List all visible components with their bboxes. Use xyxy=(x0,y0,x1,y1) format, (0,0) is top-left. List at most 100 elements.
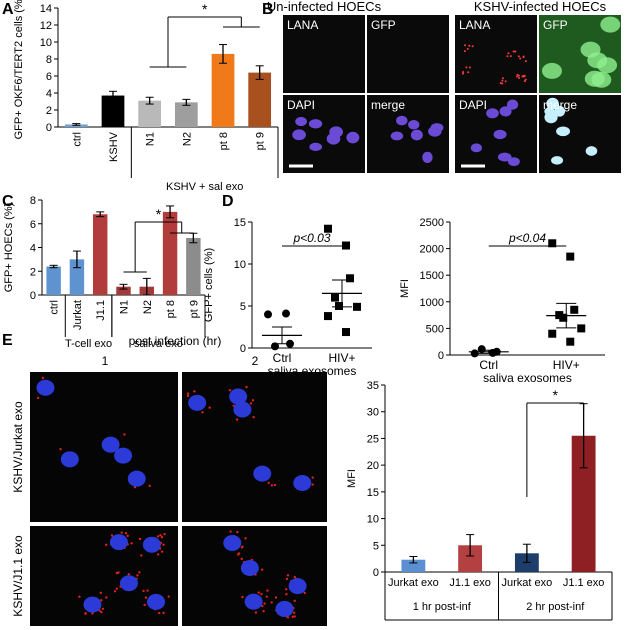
x-tick-label: Ctrl xyxy=(273,351,292,365)
nucleus xyxy=(109,534,128,551)
exosome-dot xyxy=(100,610,103,614)
lana-dot xyxy=(468,44,471,47)
panel-label: C xyxy=(2,193,14,210)
y-tick-label: 14 xyxy=(40,3,52,15)
x-tick-label: Jurkat xyxy=(72,300,84,330)
exosome-dot xyxy=(260,568,264,571)
lana-dot xyxy=(501,82,504,85)
micrograph xyxy=(283,15,365,93)
y-tick-label: 4 xyxy=(46,88,52,100)
exosome-dot xyxy=(117,571,120,574)
exosome-dot xyxy=(293,575,296,579)
nucleus xyxy=(308,119,323,129)
exosome-dot xyxy=(273,483,277,487)
exosome-dot xyxy=(160,550,164,553)
data-point xyxy=(324,312,332,321)
exosome-dot xyxy=(84,612,87,615)
exosome-dot xyxy=(138,571,141,574)
y-tick-label: 500 xyxy=(426,323,444,335)
channel-label: DAPI xyxy=(459,98,487,112)
exosome-dot xyxy=(311,476,314,479)
panel-label: D xyxy=(222,193,234,210)
lana-dot xyxy=(523,74,526,77)
nucleus xyxy=(430,123,444,133)
exosome-dot xyxy=(127,572,131,576)
lana-dot xyxy=(524,60,527,63)
y-axis-label: GFP+ HOECs (%) xyxy=(3,203,15,293)
nucleus xyxy=(326,132,341,145)
exosome-dot xyxy=(286,574,290,577)
y-tick-label: 2000 xyxy=(420,244,444,256)
y-axis-label: MFI xyxy=(346,469,358,488)
x-axis-label: saliva exosomes xyxy=(268,364,357,378)
exosome-dot xyxy=(124,531,128,535)
exosome-dot xyxy=(157,553,160,556)
exosome-dot xyxy=(98,609,101,612)
exosome-dot xyxy=(123,433,126,436)
exosome-dot xyxy=(113,590,117,593)
exosome-dot xyxy=(260,592,263,596)
group-label: saliva exo xyxy=(134,338,183,350)
y-tick-label: 30 xyxy=(367,407,379,419)
column-label: 1 xyxy=(102,354,109,368)
nucleus xyxy=(544,111,558,124)
bar xyxy=(116,286,131,295)
exosome-dot xyxy=(99,591,102,595)
exosome-dot xyxy=(244,537,247,540)
row-label: KSHV/J1.1 exo xyxy=(11,535,25,617)
micrograph xyxy=(182,526,327,626)
exosome-dot xyxy=(240,557,243,561)
nucleus xyxy=(288,578,307,595)
exosome-dot xyxy=(142,589,145,593)
nucleus xyxy=(147,593,166,610)
nucleus xyxy=(83,596,102,613)
channel-label: merge xyxy=(371,98,405,112)
exosome-dot xyxy=(201,411,204,414)
bar xyxy=(92,214,108,295)
y-axis-label: GFP+ OKF6/TERT2 cells (%) xyxy=(13,0,25,139)
nucleus xyxy=(551,156,564,165)
nucleus xyxy=(470,143,482,153)
lana-dot xyxy=(519,57,522,60)
channel-label: GFP xyxy=(371,18,396,32)
y-tick-label: 0 xyxy=(46,122,52,134)
x-tick-label: Jurkat exo xyxy=(502,577,553,589)
nucleus xyxy=(556,126,571,137)
channel-label: LANA xyxy=(287,18,318,32)
x-tick-label: ctrl xyxy=(49,300,61,315)
lana-dot xyxy=(471,45,474,48)
nucleus xyxy=(507,157,520,167)
exosome-dot xyxy=(303,591,306,595)
y-tick-label: 5 xyxy=(373,540,379,552)
micrograph xyxy=(455,15,537,93)
exosome-dot xyxy=(143,603,146,607)
exosome-dot xyxy=(270,601,273,604)
nucleus xyxy=(292,129,306,141)
y-tick-label: 20 xyxy=(367,460,379,472)
lana-dot xyxy=(504,80,507,83)
panel-label: A xyxy=(2,1,14,18)
y-tick-label: 10 xyxy=(40,37,52,49)
bar xyxy=(458,545,483,572)
exosome-dot xyxy=(254,611,258,614)
exosome-dot xyxy=(162,543,165,546)
nucleus xyxy=(546,97,559,110)
y-tick-label: 10 xyxy=(367,514,379,526)
bar xyxy=(69,259,85,295)
y-tick-label: 2 xyxy=(30,266,36,278)
y-tick-label: 1000 xyxy=(420,297,444,309)
bar xyxy=(174,102,198,127)
x-tick-label: pt 9 xyxy=(188,300,200,318)
x-tick-label: J1.1 exo xyxy=(563,577,605,589)
exosome-dot xyxy=(100,599,103,602)
x-tick-label: KSHV xyxy=(108,131,120,162)
lana-dot xyxy=(522,56,525,59)
exosome-dot xyxy=(311,483,314,486)
y-axis-label: MFI xyxy=(399,279,411,298)
exosome-dot xyxy=(284,588,288,591)
exosome-dot xyxy=(146,589,149,592)
exosome-dot xyxy=(163,532,166,536)
data-point xyxy=(346,274,354,283)
panel-label: B xyxy=(262,1,274,18)
data-point xyxy=(470,349,479,358)
